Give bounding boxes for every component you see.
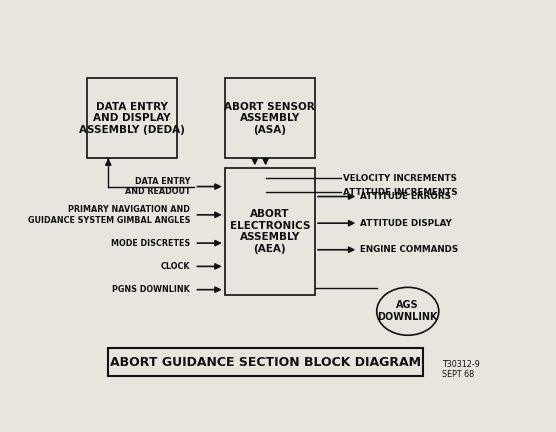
Text: ATTITUDE ERRORS: ATTITUDE ERRORS (360, 192, 451, 201)
Bar (87, 79, 177, 158)
Text: ABORT
ELECTRONICS
ASSEMBLY
(AEA): ABORT ELECTRONICS ASSEMBLY (AEA) (230, 209, 310, 254)
Text: PRIMARY NAVIGATION AND
GUIDANCE SYSTEM GIMBAL ANGLES: PRIMARY NAVIGATION AND GUIDANCE SYSTEM G… (28, 205, 190, 225)
Text: VELOCITY INCREMENTS: VELOCITY INCREMENTS (343, 174, 457, 183)
Text: AGS
DOWNLINK: AGS DOWNLINK (378, 301, 438, 322)
Text: DATA ENTRY
AND DISPLAY
ASSEMBLY (DEDA): DATA ENTRY AND DISPLAY ASSEMBLY (DEDA) (79, 102, 185, 135)
Text: ATTITUDE DISPLAY: ATTITUDE DISPLAY (360, 219, 452, 228)
Text: PGNS DOWNLINK: PGNS DOWNLINK (112, 285, 190, 294)
Text: CLOCK: CLOCK (161, 262, 190, 271)
Text: ABORT SENSOR
ASSEMBLY
(ASA): ABORT SENSOR ASSEMBLY (ASA) (225, 102, 315, 135)
Text: T30312-9
SEPT 68: T30312-9 SEPT 68 (442, 360, 480, 379)
Text: MODE DISCRETES: MODE DISCRETES (111, 238, 190, 248)
Bar (225, 168, 315, 295)
Text: ABORT GUIDANCE SECTION BLOCK DIAGRAM: ABORT GUIDANCE SECTION BLOCK DIAGRAM (110, 356, 421, 368)
Bar (225, 79, 315, 158)
Bar (108, 348, 423, 376)
Circle shape (377, 287, 439, 335)
Text: ATTITUDE INCREMENTS: ATTITUDE INCREMENTS (343, 188, 458, 197)
Text: DATA ENTRY
AND READOUT: DATA ENTRY AND READOUT (125, 177, 190, 196)
Text: ENGINE COMMANDS: ENGINE COMMANDS (360, 245, 459, 254)
